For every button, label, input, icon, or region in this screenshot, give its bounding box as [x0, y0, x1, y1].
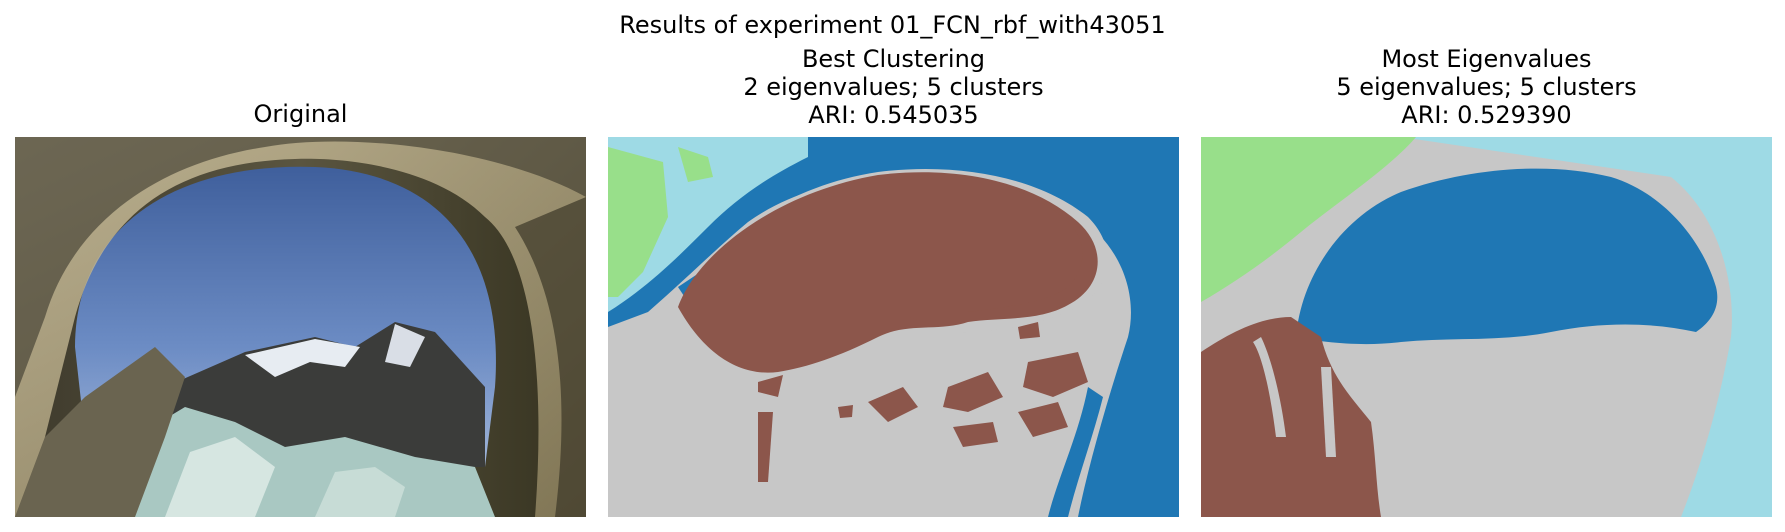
original-image — [15, 137, 586, 517]
panel-most-title-line2: 5 eigenvalues; 5 clusters — [1336, 73, 1637, 101]
most-eigenvalues-image — [1201, 137, 1772, 517]
panel-best-title-line1: Best Clustering — [801, 45, 986, 73]
figure-suptitle: Results of experiment 01_FCN_rbf_with430… — [619, 11, 1166, 39]
panel-most-title-line3: ARI: 0.529390 — [1401, 101, 1572, 129]
panel-best-title-line2: 2 eigenvalues; 5 clusters — [743, 73, 1044, 101]
panel-original-title: Original — [253, 100, 348, 128]
panel-best-title-line3: ARI: 0.545035 — [808, 101, 979, 129]
best-clustering-image — [608, 137, 1179, 517]
panel-most-title-line1: Most Eigenvalues — [1381, 45, 1592, 73]
